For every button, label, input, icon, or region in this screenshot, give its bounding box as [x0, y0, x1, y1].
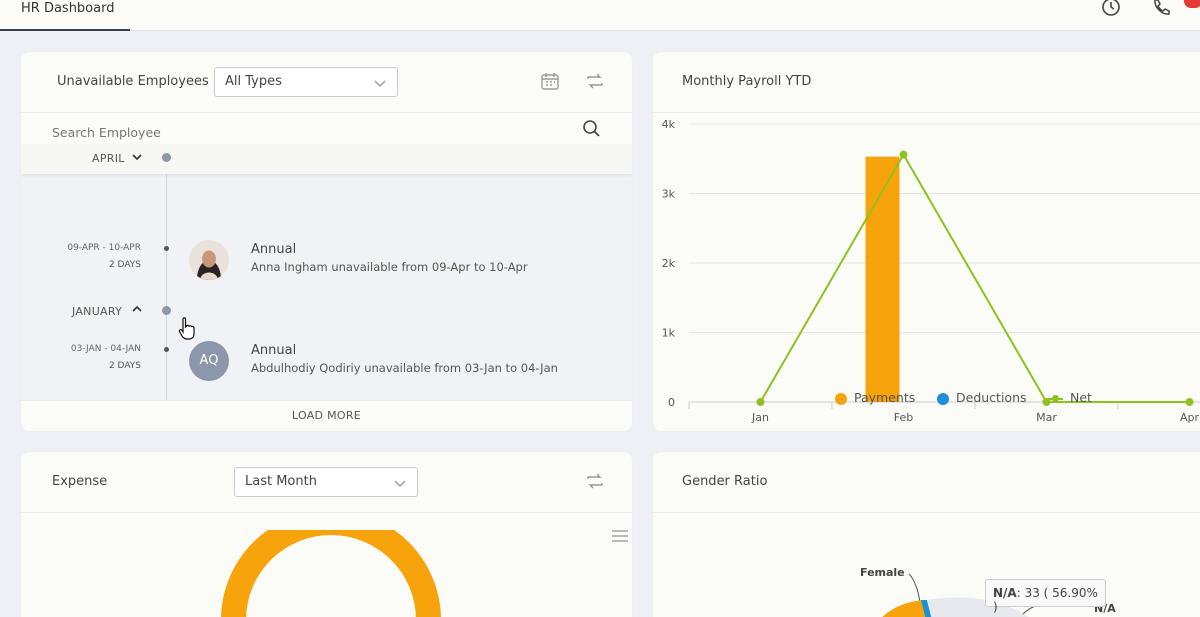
leave-type: Annual — [251, 343, 297, 358]
card-title: Unavailable Employees — [57, 74, 209, 89]
menu-icon[interactable] — [610, 526, 630, 546]
legend-item[interactable]: Net — [1047, 390, 1092, 405]
chevron-up-icon[interactable] — [132, 304, 142, 314]
monthly-payroll-card: Monthly Payroll YTD Jan Feb Mar Apr 0 1k 2k 3k… — [653, 52, 1200, 431]
chevron-down-icon — [394, 480, 406, 487]
type-select-value: All Types — [225, 74, 282, 89]
card-header — [653, 52, 1200, 113]
load-more-button[interactable]: LOAD MORE — [21, 400, 632, 431]
avatar — [189, 240, 229, 280]
clock-icon[interactable] — [1100, 0, 1122, 18]
refresh-icon[interactable] — [585, 471, 605, 491]
tooltip-value: : 33 ( 56.90% ) — [993, 586, 1098, 614]
chevron-down-icon[interactable] — [132, 152, 142, 162]
x-tick-label: Jan — [751, 411, 769, 424]
legend-label: Deductions — [956, 390, 1027, 405]
y-tick-label: 0 — [668, 396, 675, 409]
timeline-point — [164, 246, 169, 251]
unavailable-employees-card: Unavailable Employees All Types Search E… — [21, 52, 632, 431]
expense-donut — [221, 530, 441, 617]
label-female: Female — [860, 566, 905, 579]
data-point — [1185, 398, 1194, 406]
leave-description: Anna Ingham unavailable from 09-Apr to 1… — [251, 260, 528, 274]
bar — [865, 156, 900, 402]
top-bar: HR Dashboard — [0, 0, 1200, 31]
leave-type: Annual — [251, 242, 297, 257]
data-point — [1042, 398, 1051, 406]
timeline-line — [166, 144, 167, 400]
leader-line — [908, 573, 921, 603]
data-point — [756, 398, 765, 406]
x-tick-label: Feb — [894, 411, 913, 424]
payroll-chart: Jan Feb Mar Apr 0 1k 2k 3k 4k — [662, 118, 1200, 424]
month-header-april[interactable] — [21, 144, 632, 174]
x-tick-label: Apr — [1180, 411, 1200, 424]
legend-label: Payments — [854, 390, 916, 405]
month-label-january[interactable]: JANUARY — [72, 305, 123, 318]
legend-item[interactable]: Deductions — [937, 390, 1027, 405]
legend-marker-dot — [1052, 394, 1059, 402]
expense-card: Expense Last Month — [21, 452, 632, 617]
pie-slice[interactable] — [921, 600, 935, 617]
unavailable-timeline: APRIL 09-APR - 10-APR 2 DAYS Annual Anna… — [21, 144, 632, 400]
avatar: AQ — [189, 341, 229, 381]
timeline-point — [164, 347, 169, 352]
card-header — [21, 452, 632, 513]
y-tick-label: 1k — [662, 327, 676, 340]
donut-segment — [221, 530, 441, 617]
period-select[interactable]: Last Month — [234, 467, 418, 497]
refresh-icon[interactable] — [585, 71, 605, 91]
x-tick-label: Mar — [1036, 411, 1057, 424]
search-icon[interactable] — [582, 119, 602, 139]
notification-badge — [1184, 0, 1200, 8]
type-select[interactable]: All Types — [214, 67, 398, 97]
y-tick-label: 4k — [662, 118, 676, 131]
leave-description: Abdulhodiy Qodiriy unavailable from 03-J… — [251, 361, 558, 375]
chevron-down-icon — [374, 80, 386, 87]
legend-marker — [835, 392, 847, 405]
card-header — [21, 52, 632, 113]
period-select-value: Last Month — [245, 474, 317, 489]
date-range: 03-JAN - 04-JAN — [70, 344, 141, 354]
timeline-marker-january — [162, 306, 171, 315]
card-title: Gender Ratio — [682, 474, 768, 489]
avatar-photo — [189, 240, 229, 280]
days-count: 2 DAYS — [108, 361, 141, 371]
pie-slice[interactable] — [927, 597, 1033, 617]
search-input[interactable]: Search Employee — [52, 125, 161, 140]
month-label-april[interactable]: APRIL — [92, 152, 125, 165]
pie-slice[interactable] — [871, 600, 933, 617]
phone-icon[interactable] — [1150, 0, 1172, 18]
gender-ratio-card: Gender Ratio Female N/A — [653, 452, 1200, 617]
calendar-icon[interactable] — [540, 71, 560, 91]
gender-pie — [871, 573, 1042, 617]
hand-cursor-icon — [178, 317, 195, 340]
legend-label: Net — [1070, 390, 1092, 405]
y-tick-label: 3k — [662, 188, 676, 201]
data-point — [899, 150, 908, 159]
card-title: Monthly Payroll YTD — [682, 74, 812, 89]
tooltip-label: N/A — [993, 586, 1017, 600]
timeline-marker-april — [162, 153, 171, 162]
date-range: 09-APR - 10-APR — [67, 243, 141, 253]
search-row: Search Employee — [21, 114, 632, 194]
legend-item[interactable]: Payments — [835, 390, 915, 405]
card-title: Expense — [52, 474, 108, 489]
card-header — [653, 452, 1200, 513]
legend-marker — [1047, 394, 1063, 402]
legend-marker — [937, 392, 949, 405]
days-count: 2 DAYS — [108, 260, 141, 270]
series-line — [759, 152, 1190, 403]
tab-hr-dashboard[interactable]: HR Dashboard — [0, 0, 130, 31]
chart-tooltip: N/A: 33 ( 56.90% ) — [985, 579, 1106, 614]
y-tick-label: 2k — [662, 257, 676, 270]
